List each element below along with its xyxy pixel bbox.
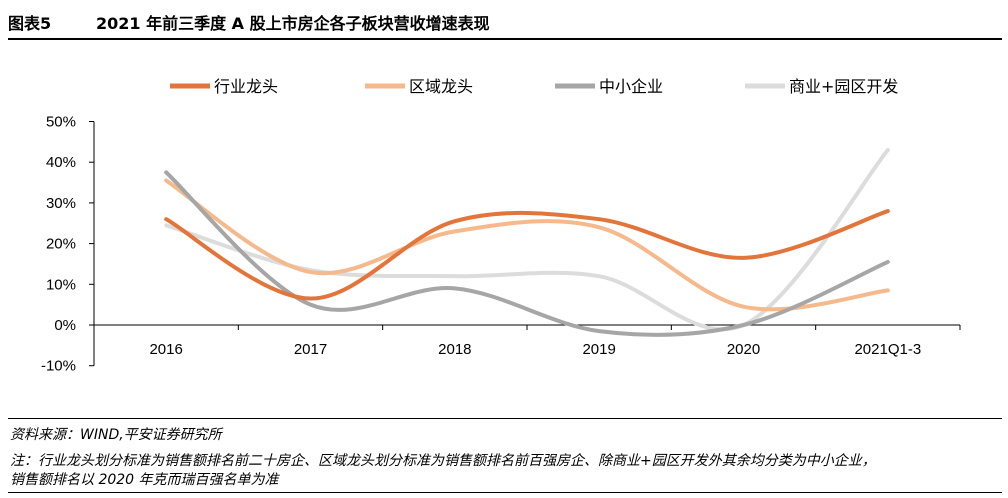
x-tick-label: 2018: [438, 341, 471, 358]
legend: 行业龙头 区域龙头 中小企业 商业+园区开发: [170, 77, 898, 96]
series-line-1: [164, 178, 890, 312]
legend-item-1: 区域龙头: [365, 77, 473, 96]
note-line-1: 注：行业龙头划分标准为销售额排名前二十房企、区域龙头划分标准为销售额排名前百强房…: [10, 453, 876, 469]
x-tick-label: 2016: [149, 341, 182, 358]
figure-title: 2021 年前三季度 A 股上市房企各子板块营收增速表现: [96, 14, 490, 33]
series-lines: [164, 147, 890, 337]
x-tick-label: 2017: [294, 341, 327, 358]
figure-header: 图表5 2021 年前三季度 A 股上市房企各子板块营收增速表现: [8, 10, 1002, 34]
series-line-0: [164, 209, 890, 301]
y-tick-label: 10%: [46, 276, 76, 293]
y-tick-label: -10%: [41, 358, 76, 375]
y-tick-label: 20%: [46, 236, 76, 253]
y-tick-label: 50%: [46, 114, 76, 131]
legend-item-0: 行业龙头: [170, 77, 278, 96]
series-line-2: [164, 170, 890, 337]
x-axis: 2016 2017 2018 2019 2020 2021Q1-3: [93, 324, 961, 358]
x-tick-label: 2020: [727, 341, 760, 358]
x-tick-label: 2021Q1-3: [854, 341, 921, 358]
footer-rule: [8, 418, 1002, 419]
legend-label: 商业+园区开发: [789, 77, 898, 96]
y-tick-label: 0%: [54, 317, 76, 334]
legend-item-2: 中小企业: [555, 77, 663, 96]
legend-label: 区域龙头: [409, 77, 473, 96]
legend-item-3: 商业+园区开发: [745, 77, 898, 96]
y-tick-label: 30%: [46, 195, 76, 212]
y-axis: 50% 40% 30% 20% 10% 0% -10%: [41, 114, 95, 375]
bottom-rule: [8, 492, 1002, 493]
figure-number: 图表5: [8, 14, 52, 33]
note-text: 注：行业龙头划分标准为销售额排名前二十房企、区域龙头划分标准为销售额排名前百强房…: [10, 452, 1000, 490]
header-rule: [8, 38, 1002, 40]
source-text: 资料来源：WIND,平安证券研究所: [10, 427, 222, 443]
legend-label: 行业龙头: [214, 77, 278, 96]
legend-label: 中小企业: [599, 77, 663, 96]
x-tick-label: 2019: [582, 341, 615, 358]
series-line-3: [164, 147, 890, 332]
note-line-2: 销售额排名以 2020 年克而瑞百强名单为准: [10, 472, 279, 488]
line-chart: 行业龙头 区域龙头 中小企业 商业+园区开发 50% 40% 30% 20% 10% 0% -10…: [41, 77, 961, 375]
y-tick-label: 40%: [46, 154, 76, 171]
